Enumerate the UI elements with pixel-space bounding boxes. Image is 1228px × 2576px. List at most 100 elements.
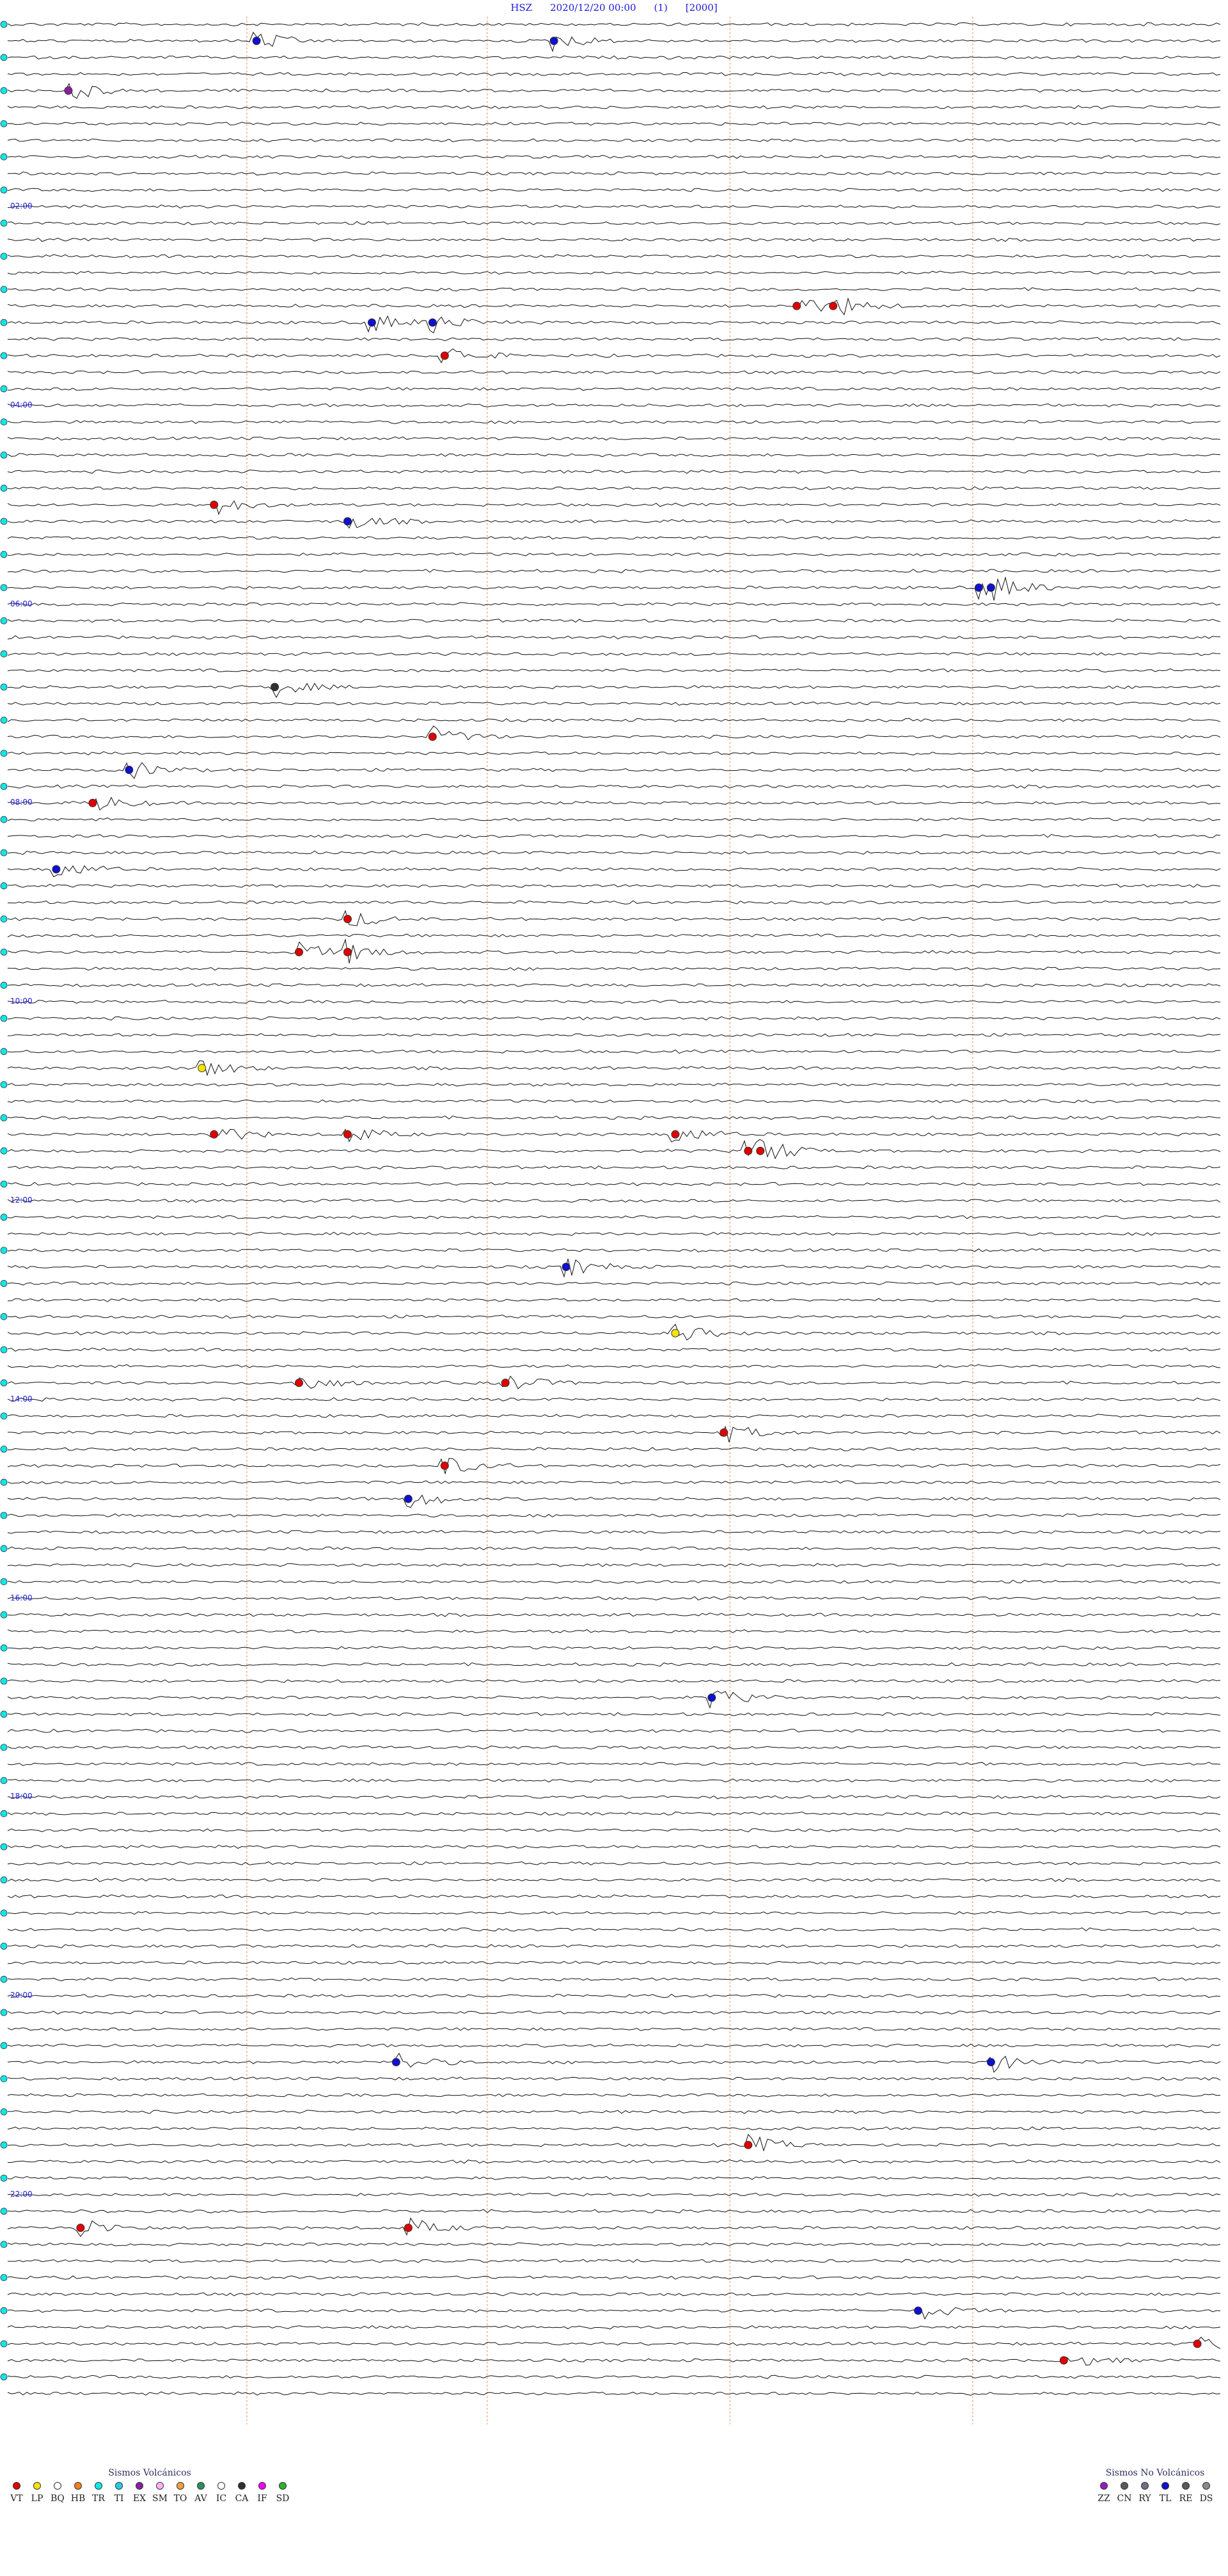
event-marker-vt[interactable] (440, 351, 449, 360)
trace-row (7, 850, 1221, 855)
row-start-marker (0, 1776, 8, 1784)
trace-row (7, 1049, 1221, 1054)
record-datetime: 2020/12/20 00:00 (550, 2, 636, 13)
trace-row (7, 1375, 1221, 1389)
event-marker-vt[interactable] (440, 1461, 449, 1470)
event-marker-vt[interactable] (295, 1379, 304, 1387)
event-marker-vt[interactable] (792, 301, 801, 310)
event-marker-vt[interactable] (404, 2224, 413, 2232)
row-start-marker (0, 1213, 8, 1221)
trace-row (7, 1977, 1221, 1982)
event-marker-tl[interactable] (986, 2058, 995, 2067)
event-marker-tl[interactable] (914, 2306, 922, 2315)
row-start-marker (0, 849, 8, 857)
event-marker-vt[interactable] (295, 947, 304, 956)
event-marker-tl[interactable] (707, 1693, 716, 1702)
event-marker-tl[interactable] (52, 865, 61, 874)
trace-row (7, 1944, 1221, 1948)
event-marker-vt[interactable] (671, 1130, 680, 1139)
event-marker-vt[interactable] (720, 1428, 728, 1437)
legend-swatch (177, 2482, 184, 2490)
event-marker-tl[interactable] (252, 36, 261, 45)
legend-swatch (1182, 2482, 1190, 2490)
event-marker-vt[interactable] (428, 732, 437, 741)
event-marker-vt[interactable] (88, 798, 97, 807)
event-marker-vt[interactable] (501, 1379, 510, 1387)
legend-item-sm: SM (150, 2482, 170, 2504)
station-code: HSZ (510, 2, 533, 13)
event-marker-tl[interactable] (404, 1494, 413, 1503)
trace-row (7, 1861, 1221, 1865)
event-marker-vt[interactable] (1059, 2356, 1068, 2365)
trace-row (7, 486, 1221, 491)
event-marker-tl[interactable] (367, 318, 376, 327)
trace-row (7, 420, 1221, 424)
trace-row (7, 1139, 1221, 1160)
event-marker-tl[interactable] (391, 2058, 400, 2067)
event-marker-tl[interactable] (986, 583, 995, 592)
event-marker-ca[interactable] (271, 683, 279, 691)
event-marker-vt[interactable] (76, 2224, 85, 2232)
row-start-marker (0, 285, 8, 293)
trace-row (7, 2093, 1221, 2098)
event-marker-vt[interactable] (210, 1130, 219, 1139)
row-start-marker (0, 1975, 8, 1983)
trace-row (7, 237, 1221, 242)
row-start-marker (0, 1810, 8, 1817)
row-start-marker (0, 2273, 8, 2281)
event-marker-tl[interactable] (125, 766, 134, 774)
trace-row (8, 1425, 1221, 1442)
trace-row (7, 1629, 1221, 1634)
trace-row (7, 1166, 1221, 1170)
trace-row (7, 2325, 1221, 2330)
event-marker-vt[interactable] (829, 301, 838, 310)
row-start-marker (0, 518, 8, 525)
legend-swatch (54, 2482, 61, 2490)
event-marker-vt[interactable] (1193, 2339, 1202, 2348)
trace-row (7, 221, 1221, 226)
row-start-marker (0, 816, 8, 823)
trace-row (7, 1579, 1221, 1584)
legend-volcanic: Sismos Volcánicos VT LP BQ HB TR TI EX SM TO AV IC… (6, 2468, 293, 2504)
row-start-marker (0, 418, 8, 425)
event-marker-vt[interactable] (744, 1146, 753, 1155)
trace-row (7, 1911, 1221, 1915)
event-marker-lp[interactable] (671, 1329, 680, 1338)
legend-swatch (95, 2482, 102, 2490)
row-start-marker (0, 1114, 8, 1121)
trace-row (7, 1844, 1221, 1849)
event-marker-tl[interactable] (562, 1263, 571, 1271)
trace-row (7, 348, 1221, 363)
row-start-marker (0, 1247, 8, 1254)
event-marker-vt[interactable] (343, 947, 352, 956)
trace-row (7, 1414, 1221, 1418)
trace-row (7, 2010, 1221, 2015)
trace-row (7, 619, 1221, 623)
row-start-marker (0, 1611, 8, 1618)
legend-swatch (279, 2482, 287, 2490)
row-start-marker (0, 981, 8, 989)
event-marker-ex[interactable] (64, 86, 73, 95)
legend-label: TI (114, 2493, 124, 2504)
event-marker-tl[interactable] (428, 318, 437, 327)
event-marker-vt[interactable] (756, 1146, 765, 1155)
trace-row (7, 2336, 1221, 2349)
event-marker-lp[interactable] (198, 1064, 207, 1073)
event-marker-vt[interactable] (343, 1130, 352, 1139)
legend-label: SM (152, 2493, 168, 2504)
trace-row (7, 834, 1221, 839)
event-marker-vt[interactable] (343, 915, 352, 924)
event-marker-vt[interactable] (744, 2140, 753, 2149)
time-label: 12:00 (10, 1195, 33, 1205)
legend-item-ti: TI (109, 2482, 129, 2504)
event-marker-tl[interactable] (549, 36, 558, 45)
trace-row (7, 1613, 1221, 1617)
trace-row (7, 2076, 1221, 2081)
trace-row (7, 1745, 1221, 1750)
event-marker-vt[interactable] (210, 500, 219, 509)
row-start-marker (0, 915, 8, 922)
row-start-marker (0, 2075, 8, 2083)
trace-row (7, 1099, 1221, 1103)
event-marker-tl[interactable] (974, 583, 983, 592)
event-marker-tl[interactable] (343, 517, 352, 526)
